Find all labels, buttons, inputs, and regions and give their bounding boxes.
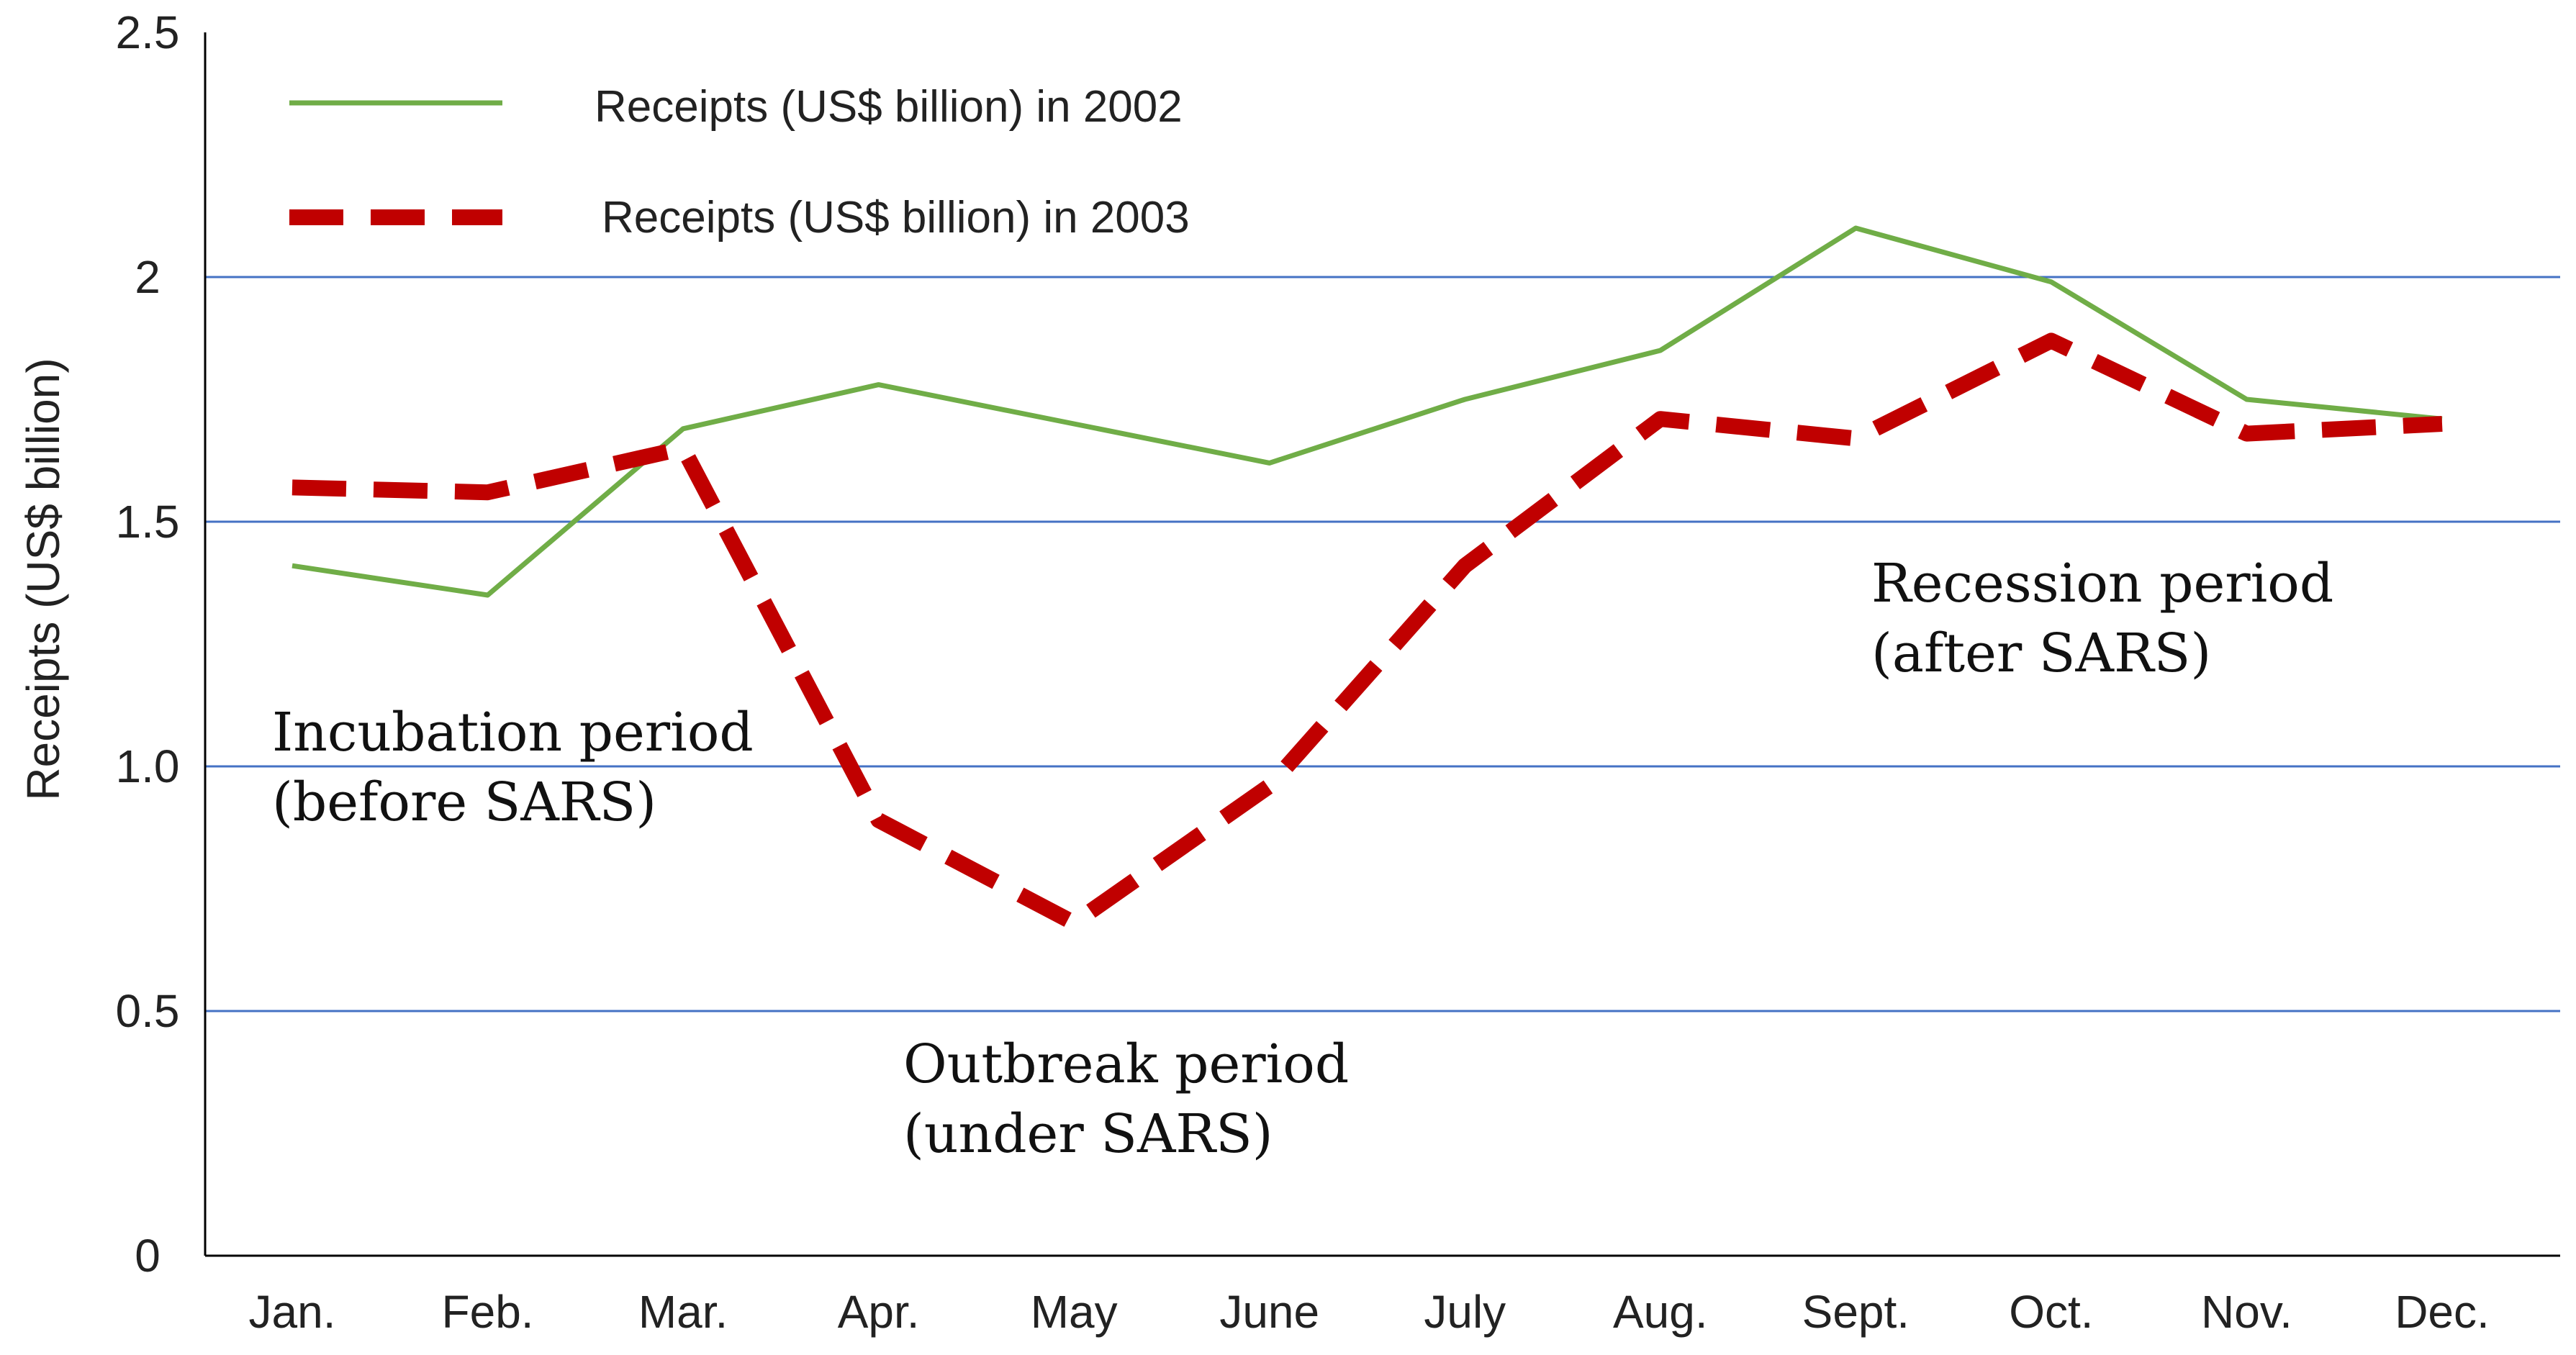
series-line-2003 [292, 332, 2443, 931]
x-tick-label: Oct. [2009, 1286, 2093, 1338]
data-point [291, 564, 294, 567]
x-tick-label: Mar. [638, 1286, 728, 1338]
annotation-incubation-line-2: (before SARS) [272, 771, 656, 833]
x-tick-label: Feb. [442, 1286, 534, 1338]
x-tick-label: May [1031, 1286, 1118, 1338]
annotation-outbreak-line-1: Outbreak period [903, 1033, 1349, 1095]
data-point [291, 486, 294, 489]
data-point [2050, 339, 2053, 342]
annotation-recession-line-1: Recession period [1871, 553, 2333, 615]
annotation-recession-line-2: (after SARS) [1871, 622, 2211, 684]
data-point [2050, 281, 2053, 284]
data-point [1854, 437, 1857, 440]
y-tick-label: 2 [135, 251, 161, 303]
annotation-incubation-line-1: Incubation period [272, 702, 754, 763]
y-tick-label: 2.5 [116, 6, 180, 58]
data-point [1659, 349, 1662, 352]
data-point [1659, 417, 1662, 420]
x-tick-label: Dec. [2395, 1286, 2490, 1338]
data-point [2245, 398, 2248, 401]
series-lines [291, 225, 2444, 931]
data-point [682, 447, 684, 450]
data-point [1463, 398, 1466, 401]
data-point [2441, 422, 2444, 425]
y-tick-label: 1.0 [116, 740, 180, 792]
period-annotations: Incubation period (before SARS) Outbreak… [272, 553, 2333, 1165]
annotation-outbreak-line-2: (under SARS) [903, 1103, 1273, 1165]
legend: Receipts (US$ billion) in 2002 Receipts … [289, 82, 1190, 243]
legend-label-2002: Receipts (US$ billion) in 2002 [595, 82, 1183, 132]
x-tick-label: Apr. [838, 1286, 920, 1338]
data-point [1854, 227, 1857, 230]
y-tick-label: 0.5 [116, 985, 180, 1037]
legend-label-2003: Receipts (US$ billion) in 2003 [602, 193, 1190, 243]
data-point [2245, 432, 2248, 435]
y-tick-label: 1.5 [116, 496, 180, 548]
axes [204, 32, 2560, 1257]
x-tick-label: Nov. [2201, 1286, 2292, 1338]
series-line-2002 [292, 225, 2443, 598]
x-tick-label: Jan. [249, 1286, 336, 1338]
x-tick-labels: Jan. Feb. Mar. Apr. May June July Aug. Sept. Oct.… [249, 1286, 2490, 1338]
data-point [877, 384, 880, 386]
y-tick-labels: 0 0.5 1.0 1.5 2 2.5 [116, 6, 180, 1282]
y-axis-label: Receipts (US$ billion) [17, 358, 69, 800]
data-point [1072, 422, 1075, 425]
data-point [1072, 922, 1075, 925]
x-tick-label: July [1424, 1286, 1506, 1338]
data-point [1463, 564, 1466, 567]
data-point [1268, 784, 1271, 787]
data-point [877, 819, 880, 822]
y-tick-label: 0 [135, 1230, 161, 1282]
data-point [487, 491, 489, 494]
gridlines [205, 276, 2560, 1012]
x-tick-label: Aug. [1613, 1286, 1708, 1338]
x-tick-label: June [1219, 1286, 1319, 1338]
data-point [487, 594, 489, 597]
x-tick-label: Sept. [1802, 1286, 1910, 1338]
data-point [1268, 461, 1271, 464]
data-point [682, 427, 684, 430]
